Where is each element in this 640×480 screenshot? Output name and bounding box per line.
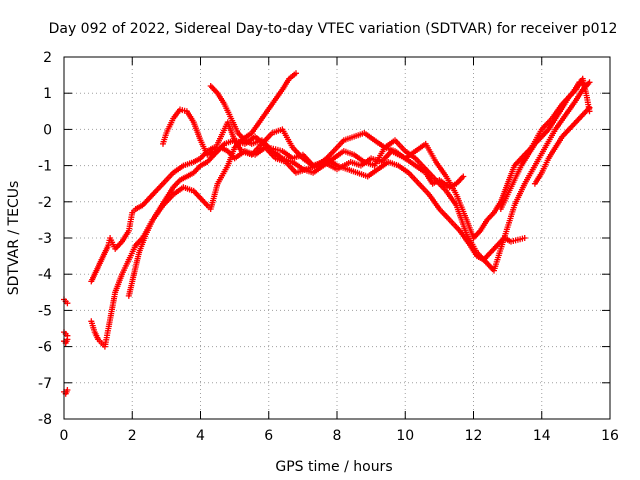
grid	[64, 57, 610, 419]
y-tick-label: 1	[43, 86, 52, 102]
y-tick-label: -8	[38, 412, 52, 428]
x-tick-label: 2	[128, 428, 137, 444]
y-tick-label: -6	[38, 340, 52, 356]
x-tick-label: 4	[196, 428, 205, 444]
x-tick-label: 10	[396, 428, 414, 444]
y-tick-label: 0	[43, 122, 52, 138]
x-tick-label: 14	[533, 428, 551, 444]
y-tick-label: -3	[38, 231, 52, 247]
y-axis-label: SDTVAR / TECUs	[6, 181, 22, 296]
x-tick-label: 0	[60, 428, 69, 444]
y-tick-label: -7	[38, 376, 52, 392]
x-tick-label: 12	[465, 428, 483, 444]
series-trace-11	[531, 104, 593, 187]
y-ticks: -8 -7 -6 -5 -4 -3 -2 -1 0 1 2	[38, 50, 610, 428]
x-tick-label: 8	[333, 428, 342, 444]
x-axis-label: GPS time / hours	[275, 459, 392, 475]
plus-markers	[531, 104, 593, 187]
plus-markers	[497, 75, 593, 212]
x-tick-label: 16	[601, 428, 619, 444]
x-ticks: 0 2 4 6 8 10 12 14 16	[60, 57, 619, 444]
series-trace-8	[160, 79, 590, 241]
data-series	[61, 70, 593, 397]
series-trace-9	[207, 79, 593, 274]
y-tick-label: -4	[38, 267, 52, 283]
y-tick-label: -1	[38, 159, 52, 175]
y-tick-label: 2	[43, 50, 52, 66]
chart-title: Day 092 of 2022, Sidereal Day-to-day VTE…	[49, 21, 618, 37]
y-tick-label: -5	[38, 303, 52, 319]
y-tick-label: -2	[38, 195, 52, 211]
series-trace-10	[497, 75, 593, 212]
plus-markers	[160, 79, 590, 241]
x-tick-label: 6	[264, 428, 273, 444]
plus-markers	[207, 79, 593, 274]
plot-frame	[63, 56, 611, 420]
